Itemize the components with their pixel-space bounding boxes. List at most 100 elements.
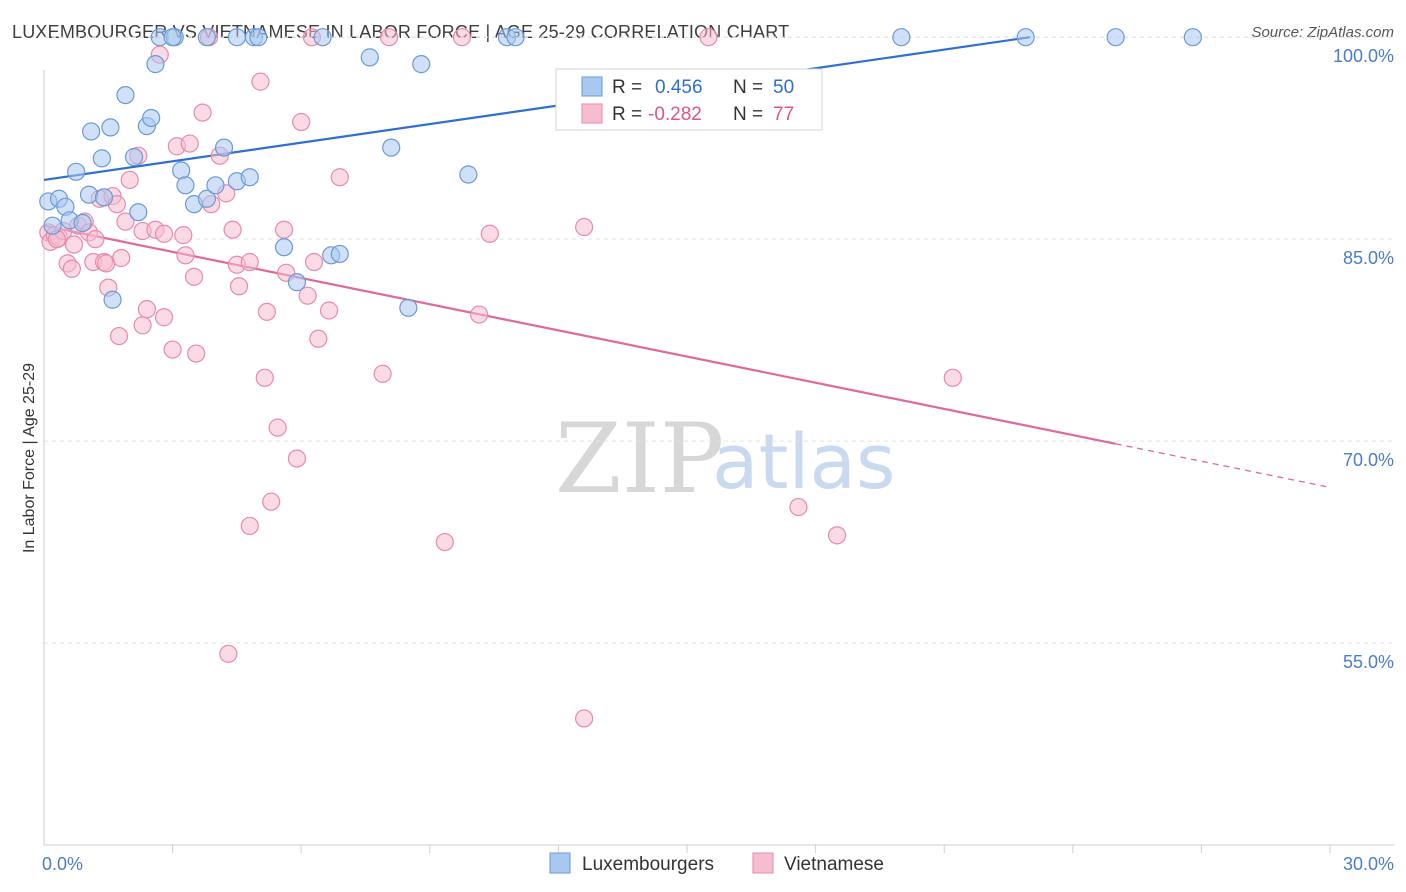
y-axis-label: In Labor Force | Age 25-29 [21, 363, 38, 553]
point-luxembourger [197, 189, 216, 208]
legend-r-label-blue: R = [612, 77, 642, 98]
point-vietnamese [319, 301, 339, 320]
y-tick-label: 100.0% [1333, 46, 1394, 66]
point-luxembourger [249, 28, 268, 47]
point-vietnamese [240, 516, 259, 536]
point-luxembourger [274, 238, 294, 257]
point-vietnamese [268, 418, 287, 437]
point-vietnamese [154, 308, 174, 327]
trend-line-vietnamese [43, 224, 1116, 445]
point-luxembourger [382, 138, 401, 157]
point-vietnamese [251, 72, 270, 91]
point-luxembourger [399, 298, 418, 317]
point-vietnamese [112, 248, 131, 268]
bottom-legend-swatch-luxembourgers [549, 852, 571, 874]
point-luxembourger [412, 55, 431, 74]
point-vietnamese [137, 300, 156, 319]
y-tick-label: 85.0% [1343, 248, 1394, 268]
x-tick-label-max: 30.0% [1343, 854, 1394, 874]
bottom-legend-swatch-vietnamese [752, 852, 774, 874]
point-vietnamese [62, 259, 81, 278]
point-luxembourger [163, 28, 182, 47]
point-vietnamese [379, 28, 399, 47]
point-luxembourger [1183, 28, 1202, 47]
point-vietnamese [174, 226, 193, 245]
point-luxembourger [506, 28, 525, 47]
point-luxembourger [124, 147, 144, 167]
point-luxembourger [129, 203, 148, 222]
point-luxembourger [73, 213, 92, 233]
point-luxembourger [330, 244, 349, 264]
y-tick-label: 70.0% [1343, 450, 1394, 470]
legend-r-value-blue: 0.456 [655, 77, 703, 98]
point-vietnamese [116, 212, 135, 231]
point-luxembourger [43, 216, 62, 235]
point-luxembourger [206, 176, 225, 195]
point-luxembourger [892, 28, 911, 47]
point-vietnamese [575, 709, 594, 728]
legend-r-label-pink: R = [612, 104, 642, 125]
point-vietnamese [86, 230, 105, 249]
legend-swatch-luxembourgers [581, 76, 603, 97]
vietnamese-points [39, 28, 962, 728]
legend-n-label-blue: N = [733, 77, 763, 98]
point-luxembourger [176, 176, 195, 195]
point-vietnamese [184, 267, 204, 286]
point-luxembourger [1106, 28, 1125, 47]
y-tick-labels: 100.0% 85.0% 70.0% 55.0% [1333, 46, 1394, 672]
point-vietnamese [193, 103, 212, 122]
point-vietnamese [298, 286, 317, 305]
bottom-legend-vietnamese: Vietnamese [784, 854, 884, 875]
legend-n-value-blue: 50 [773, 77, 794, 98]
x-ticks [172, 845, 1331, 853]
point-vietnamese [435, 532, 454, 552]
point-luxembourger [240, 168, 259, 187]
point-vietnamese [943, 368, 962, 387]
point-vietnamese [240, 252, 259, 272]
point-vietnamese [373, 364, 392, 383]
watermark-atlas: atlas [712, 417, 896, 506]
point-vietnamese [163, 340, 182, 359]
point-vietnamese [469, 305, 489, 324]
point-luxembourger [1016, 28, 1035, 47]
gridlines [44, 36, 1394, 644]
point-luxembourger [92, 149, 111, 168]
point-luxembourger [116, 85, 135, 105]
point-vietnamese [480, 224, 499, 243]
point-vietnamese [287, 449, 307, 468]
point-vietnamese [699, 28, 718, 47]
point-luxembourger [287, 273, 307, 292]
point-vietnamese [219, 644, 238, 663]
point-vietnamese [109, 326, 129, 346]
point-luxembourger [94, 188, 114, 207]
point-luxembourger [360, 48, 379, 67]
point-vietnamese [452, 28, 472, 47]
point-vietnamese [789, 497, 808, 517]
point-luxembourger [103, 290, 122, 309]
point-luxembourger [197, 28, 216, 47]
y-tick-label: 55.0% [1343, 652, 1394, 672]
point-vietnamese [330, 168, 349, 187]
point-vietnamese [64, 235, 84, 254]
trend-extension-vietnamese [1115, 443, 1331, 489]
x-tick-label-min: 0.0% [42, 854, 83, 874]
point-vietnamese [176, 246, 195, 265]
point-vietnamese [292, 112, 311, 132]
point-luxembourger [146, 55, 165, 74]
point-vietnamese [255, 368, 274, 387]
point-vietnamese [309, 329, 328, 348]
point-luxembourger [227, 28, 246, 47]
trend-line-luxembourgers [43, 36, 1031, 181]
point-vietnamese [257, 302, 277, 321]
legend-n-value-pink: 77 [773, 104, 794, 125]
point-luxembourger [214, 138, 234, 157]
legend-swatch-vietnamese [581, 103, 603, 124]
trend-lines [43, 36, 1331, 489]
point-vietnamese [187, 344, 206, 363]
point-luxembourger [101, 118, 120, 137]
series-legend: Luxembourgers Vietnamese [549, 852, 884, 875]
point-vietnamese [274, 220, 294, 239]
bottom-legend-luxembourgers: Luxembourgers [582, 854, 714, 875]
point-vietnamese [133, 316, 152, 335]
